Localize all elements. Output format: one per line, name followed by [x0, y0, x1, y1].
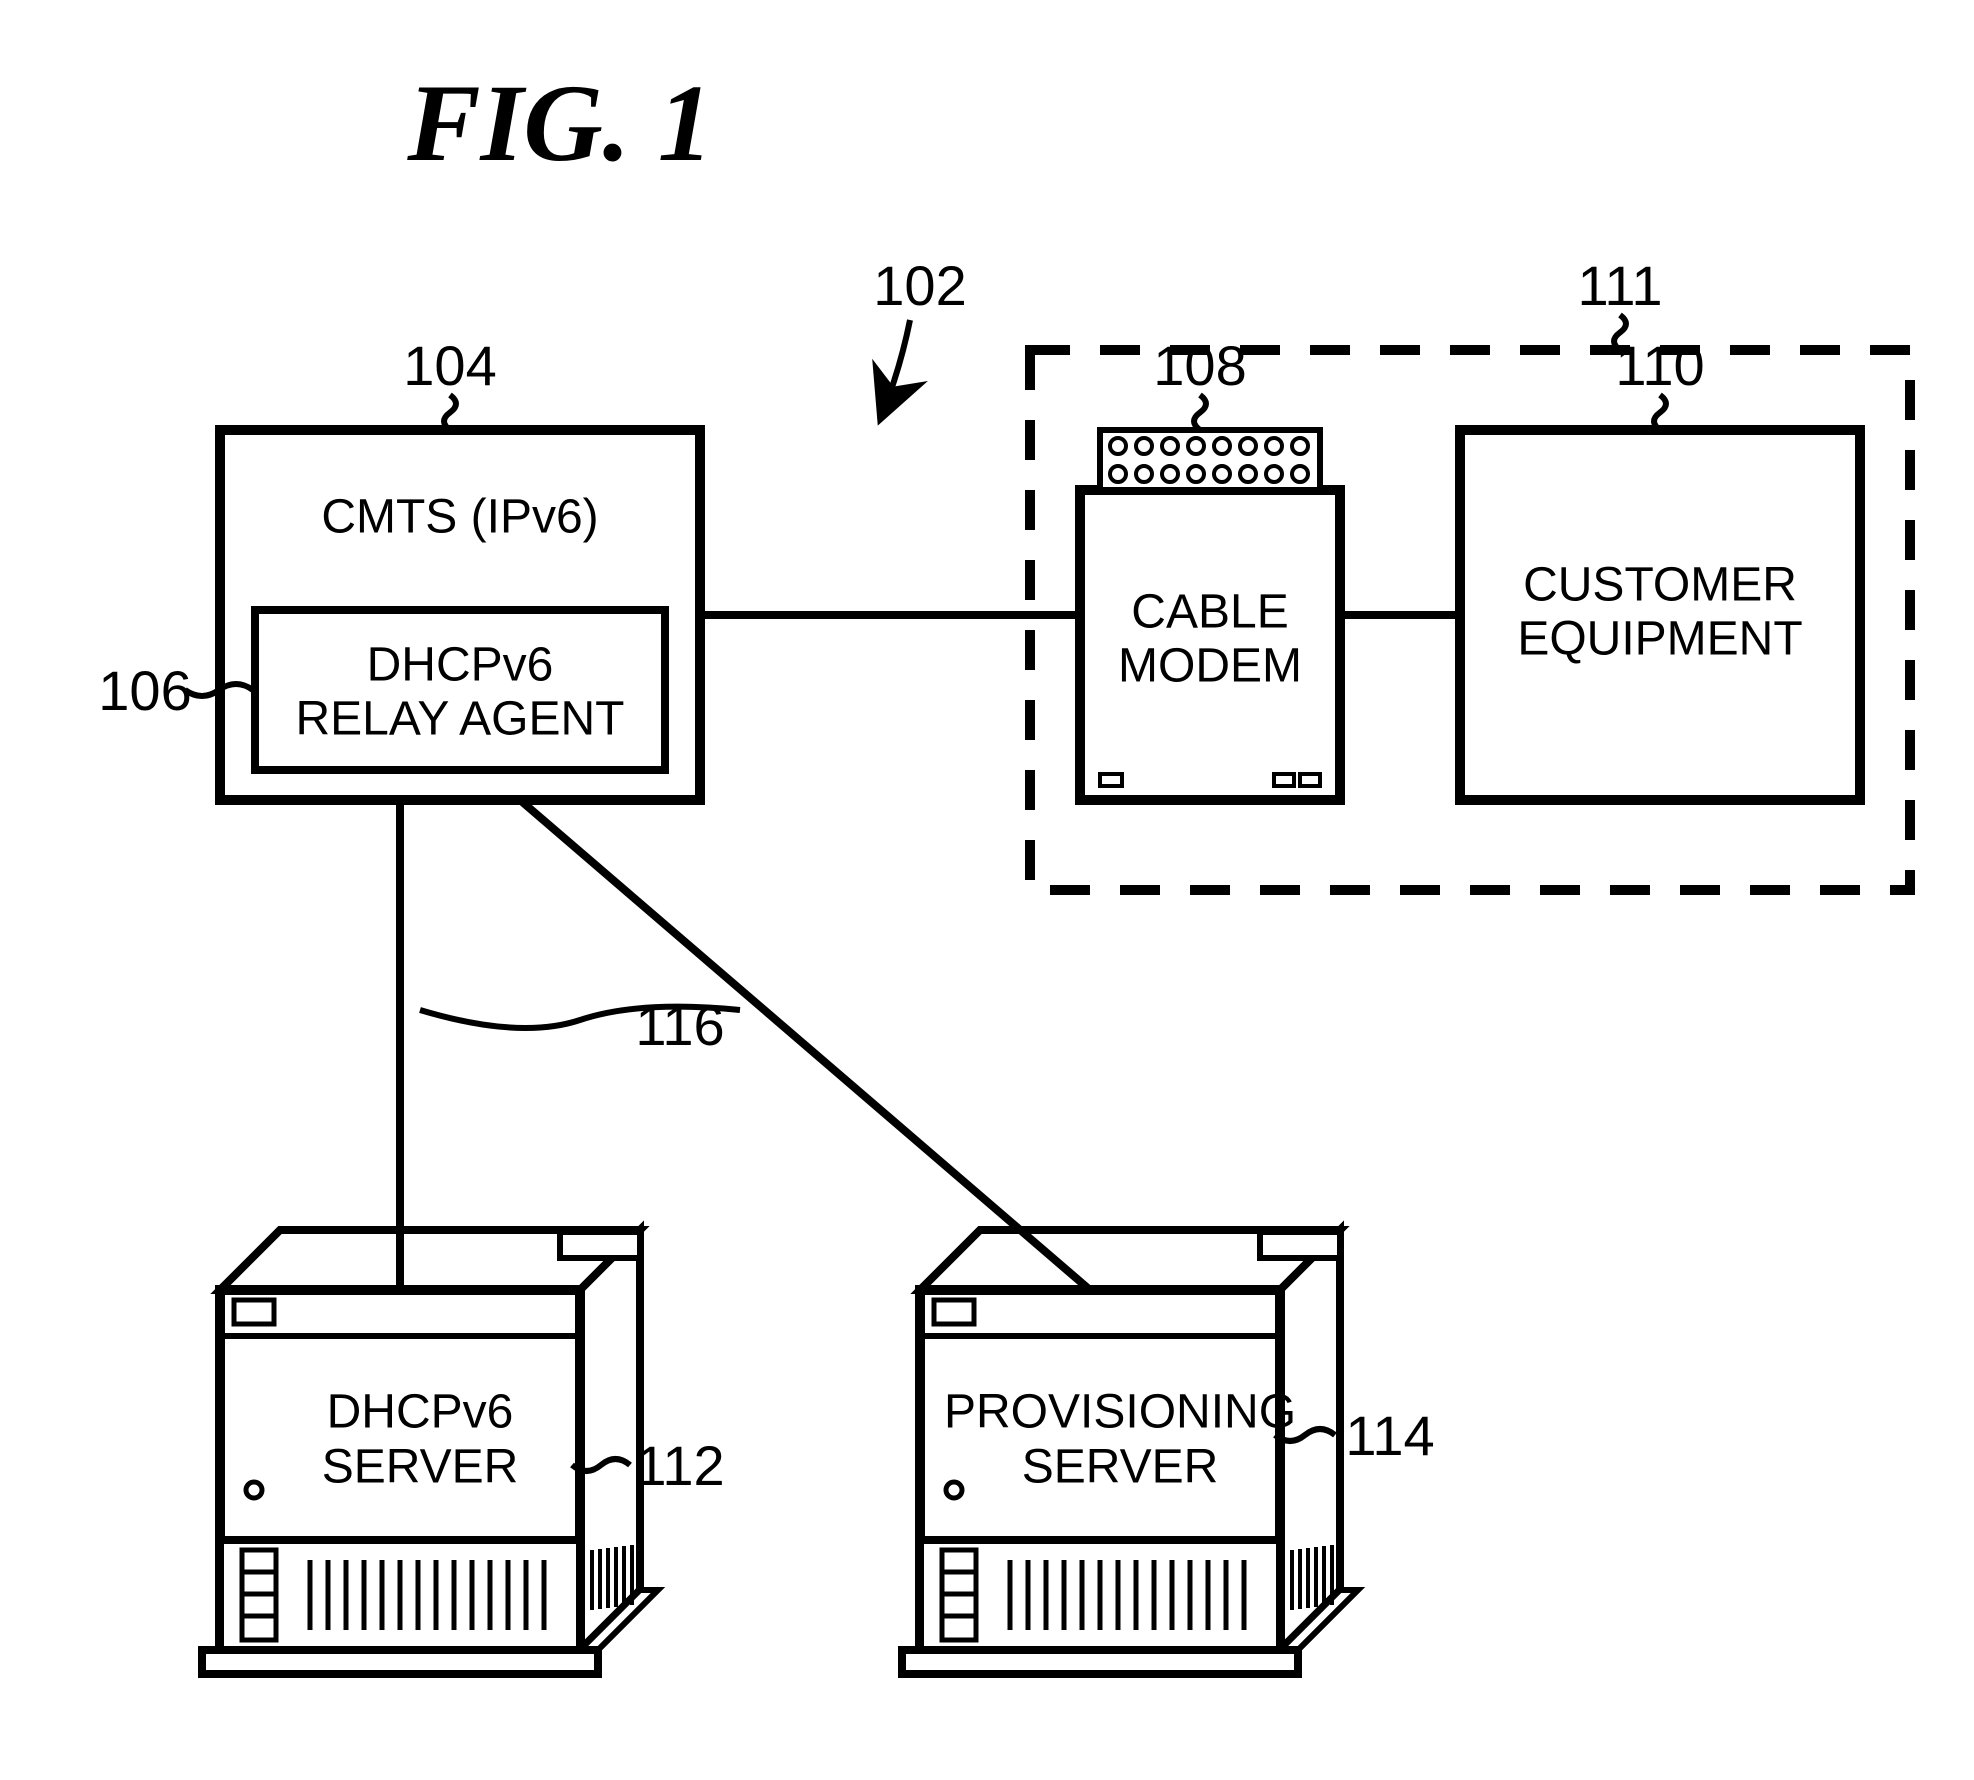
figure-title: FIG. 1 [406, 62, 713, 184]
ref-label-114: 114 [1345, 1404, 1434, 1467]
ref-110: 110 [1615, 334, 1704, 430]
ref-label-112: 112 [635, 1434, 724, 1497]
customer-equipment-node: CUSTOMEREQUIPMENT [1460, 430, 1860, 800]
ref-label-106: 106 [98, 659, 191, 722]
relay-agent-label-1: DHCPv6 [367, 639, 554, 692]
cmts-node: CMTS (IPv6) DHCPv6RELAY AGENT [220, 430, 700, 800]
cpe-label-1: CUSTOMER [1523, 559, 1797, 612]
ref-label-102: 102 [873, 254, 966, 317]
ref-label-111: 111 [1577, 254, 1662, 317]
provisioning-server-node-label-2: SERVER [1022, 1441, 1219, 1494]
relay-agent-label-2: RELAY AGENT [295, 693, 624, 746]
cable-modem-node: CABLEMODEM [1080, 430, 1340, 800]
ref-label-104: 104 [403, 334, 496, 397]
modem-label-1: CABLE [1131, 586, 1288, 639]
dhcp-server-node-label-2: SERVER [322, 1441, 519, 1494]
dhcp-server-node-label-1: DHCPv6 [327, 1386, 514, 1439]
cpe-label-2: EQUIPMENT [1517, 613, 1802, 666]
provisioning-server-node: PROVISIONINGSERVER [902, 1230, 1358, 1674]
provisioning-server-node-label-1: PROVISIONING [944, 1386, 1296, 1439]
ref-116: 116 [420, 994, 740, 1057]
modem-label-2: MODEM [1118, 640, 1302, 693]
ref-104: 104 [403, 334, 496, 430]
cmts-label: CMTS (IPv6) [321, 491, 598, 544]
ref-label-116: 116 [635, 994, 724, 1057]
ref-102: 102 [873, 254, 966, 420]
ref-label-110: 110 [1615, 334, 1704, 397]
ref-label-108: 108 [1153, 334, 1246, 397]
ref-108: 108 [1153, 334, 1246, 430]
dhcp-server-node: DHCPv6SERVER [202, 1230, 658, 1674]
edge-cmts-bottom-prov-server [520, 800, 1090, 1290]
